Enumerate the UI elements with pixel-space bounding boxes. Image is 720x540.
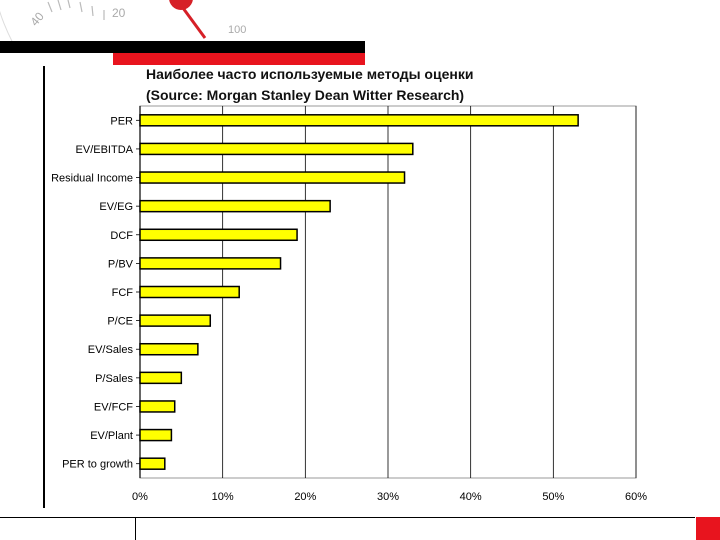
chart-title-block: Наиболее часто используемые методы оценк…	[146, 64, 473, 106]
footer-divider	[135, 517, 136, 540]
bar-p-bv	[139, 257, 282, 270]
x-tick-label: 60%	[625, 491, 647, 503]
bar-p-ce	[139, 314, 212, 327]
category-label: EV/EG	[99, 201, 133, 213]
left-vertical-rule	[43, 66, 45, 508]
gauge-needle-hub	[169, 0, 193, 10]
category-label: Residual Income	[51, 173, 133, 185]
x-tick-label: 30%	[377, 491, 399, 503]
gauge-label-20: 20	[112, 6, 126, 20]
bar-p-sales	[139, 371, 183, 385]
category-label: PER to growth	[62, 459, 133, 471]
category-label: P/BV	[108, 258, 134, 270]
bar-ev-ebitda	[139, 142, 414, 156]
x-tick-label: 20%	[294, 491, 316, 503]
speedometer-gauge-graphic: 20 40 100	[0, 0, 300, 42]
bar-dcf	[139, 228, 298, 242]
category-label: EV/FCF	[94, 401, 133, 413]
category-label: EV/EBITDA	[76, 144, 134, 156]
x-tick-label: 50%	[542, 491, 564, 503]
bar-ev-plant	[139, 428, 173, 442]
category-label: P/Sales	[95, 373, 133, 385]
x-tick-label: 40%	[460, 491, 482, 503]
category-label: EV/Plant	[90, 430, 133, 442]
footer-rule	[0, 517, 695, 518]
gauge-label-100: 100	[228, 24, 246, 36]
x-tick-label: 0%	[132, 491, 148, 503]
category-label: P/CE	[107, 316, 133, 328]
header-band-red	[113, 53, 365, 65]
x-tick-label: 10%	[212, 491, 234, 503]
category-label: EV/Sales	[88, 344, 134, 356]
footer-red-corner	[696, 517, 720, 540]
bar-ev-sales	[139, 342, 199, 356]
bar-fcf	[139, 285, 240, 299]
bar-per	[139, 114, 579, 127]
header-band-black	[0, 41, 365, 53]
chart-title: Наиболее часто используемые методы оценк…	[146, 66, 474, 82]
category-label: FCF	[112, 287, 134, 299]
category-label: PER	[110, 115, 133, 127]
chart-subtitle: (Source: Morgan Stanley Dean Witter Rese…	[146, 87, 465, 103]
category-label: DCF	[110, 230, 133, 242]
bar-ev-eg	[139, 199, 331, 213]
bar-residual-income	[139, 171, 406, 184]
bar-ev-fcf	[139, 400, 176, 413]
bar-per-to-growth	[139, 457, 166, 470]
